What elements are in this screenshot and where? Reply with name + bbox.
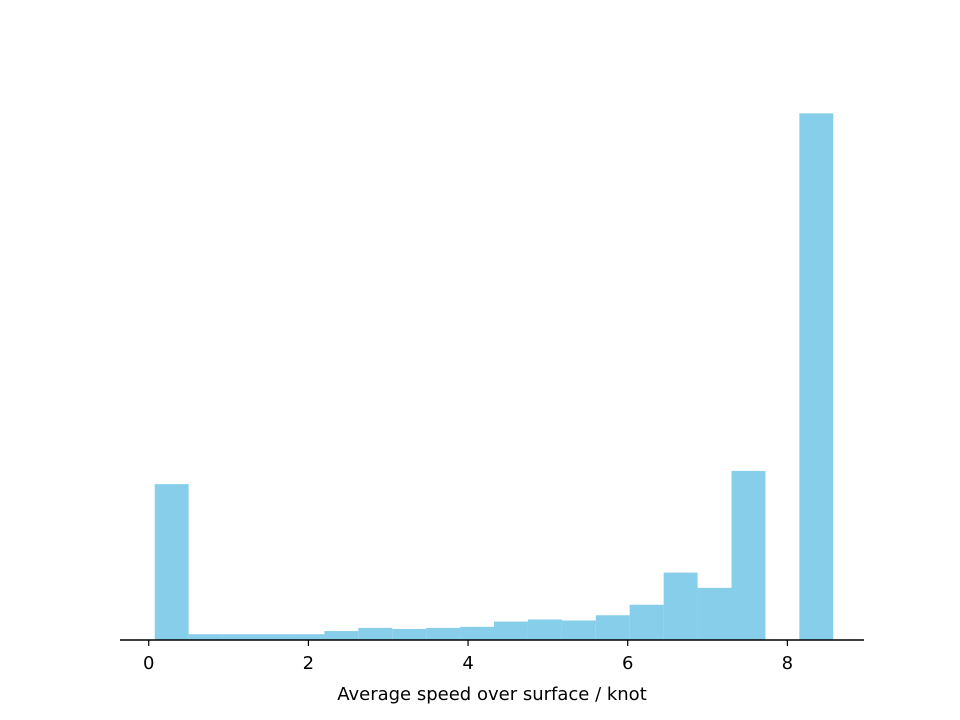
histogram-bar	[663, 572, 698, 640]
histogram-bar	[154, 484, 189, 640]
histogram-bar	[188, 634, 223, 640]
histogram-bar	[460, 626, 494, 640]
histogram-bar	[426, 627, 461, 640]
histogram-bar	[595, 615, 630, 640]
histogram-bar	[561, 620, 596, 640]
histogram-bar	[697, 587, 732, 640]
x-tick-label: 4	[462, 653, 473, 674]
histogram-bar	[527, 619, 562, 640]
histogram-bar	[256, 634, 291, 640]
histogram-bar	[731, 470, 766, 640]
x-tick-label: 6	[622, 653, 633, 674]
x-tick-label: 2	[303, 653, 314, 674]
histogram-bar	[324, 631, 359, 640]
histogram-bar	[392, 628, 427, 640]
histogram-bar	[290, 634, 325, 640]
histogram-bar	[222, 634, 257, 640]
x-axis-ticks: 0 2 4 6 8	[143, 640, 793, 674]
histogram-bar	[629, 604, 664, 640]
histogram-bars	[154, 113, 834, 641]
histogram-bar	[358, 627, 393, 640]
histogram-bar	[493, 621, 528, 640]
x-tick-label: 8	[782, 653, 793, 674]
x-axis-label: Average speed over surface / knot	[337, 684, 647, 705]
histogram-bar	[799, 113, 834, 641]
x-tick-label: 0	[143, 653, 154, 674]
